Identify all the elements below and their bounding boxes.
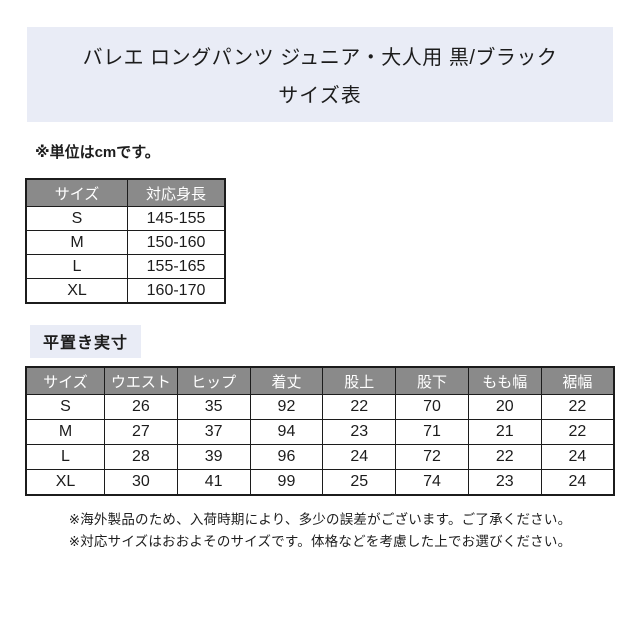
cell-hip: 39 bbox=[176, 444, 251, 470]
table-row: XL 160-170 bbox=[25, 278, 226, 304]
table-header-row: サイズ 対応身長 bbox=[25, 178, 226, 207]
cell-size: XL bbox=[25, 469, 105, 496]
cell-hip: 37 bbox=[176, 419, 251, 445]
table-row: L 28 39 96 24 72 22 24 bbox=[25, 444, 615, 470]
cell-hip: 41 bbox=[176, 469, 251, 496]
cell-rise: 23 bbox=[322, 419, 397, 445]
cell-rise: 25 bbox=[322, 469, 397, 496]
cell-thigh-width: 23 bbox=[467, 469, 542, 496]
column-header-hip: ヒップ bbox=[176, 366, 251, 395]
cell-inseam: 72 bbox=[395, 444, 469, 470]
title-banner: バレエ ロングパンツ ジュニア・大人用 黒/ブラック サイズ表 bbox=[27, 27, 613, 122]
cell-size: L bbox=[25, 444, 105, 470]
table-row: L 155-165 bbox=[25, 254, 226, 279]
cell-hem-width: 22 bbox=[540, 419, 615, 445]
column-header-waist: ウエスト bbox=[104, 366, 178, 395]
cell-length: 94 bbox=[249, 419, 324, 445]
column-header-hem-width: 裾幅 bbox=[540, 366, 615, 395]
cell-size: M bbox=[25, 230, 128, 255]
column-header-inseam: 股下 bbox=[395, 366, 469, 395]
page-title: バレエ ロングパンツ ジュニア・大人用 黒/ブラック bbox=[82, 47, 558, 69]
height-table-body: S 145-155 M 150-160 L 155-165 XL 160-170 bbox=[25, 206, 226, 304]
column-header-height: 対応身長 bbox=[127, 178, 226, 207]
cell-waist: 30 bbox=[104, 469, 178, 496]
cell-size: XL bbox=[25, 278, 128, 304]
section-label-flat-measurements: 平置き実寸 bbox=[30, 325, 142, 358]
cell-hem-width: 24 bbox=[540, 469, 615, 496]
cell-hem-width: 24 bbox=[540, 444, 615, 470]
table-row: XL 30 41 99 25 74 23 24 bbox=[25, 469, 615, 496]
measurement-table: サイズ ウエスト ヒップ 着丈 股上 股下 もも幅 裾幅 S 26 35 92 … bbox=[25, 366, 615, 496]
cell-length: 92 bbox=[249, 394, 324, 420]
footer-notes: ※海外製品のため、入荷時期により、多少の誤差がございます。ご了承ください。 ※対… bbox=[0, 509, 640, 553]
cell-size: M bbox=[25, 419, 105, 445]
table-row: M 27 37 94 23 71 21 22 bbox=[25, 419, 615, 445]
table-row: S 26 35 92 22 70 20 22 bbox=[25, 394, 615, 420]
cell-waist: 28 bbox=[104, 444, 178, 470]
cell-hip: 35 bbox=[176, 394, 251, 420]
cell-height: 160-170 bbox=[127, 278, 226, 304]
cell-rise: 22 bbox=[322, 394, 397, 420]
cell-thigh-width: 21 bbox=[467, 419, 542, 445]
column-header-size: サイズ bbox=[25, 366, 105, 395]
cell-rise: 24 bbox=[322, 444, 397, 470]
cell-size: L bbox=[25, 254, 128, 279]
cell-length: 99 bbox=[249, 469, 324, 496]
cell-height: 150-160 bbox=[127, 230, 226, 255]
column-header-thigh-width: もも幅 bbox=[467, 366, 542, 395]
cell-thigh-width: 20 bbox=[467, 394, 542, 420]
cell-inseam: 70 bbox=[395, 394, 469, 420]
cell-height: 145-155 bbox=[127, 206, 226, 231]
page-subtitle: サイズ表 bbox=[278, 85, 362, 107]
cell-height: 155-165 bbox=[127, 254, 226, 279]
disclaimer-note-sizing: ※対応サイズはおおよそのサイズです。体格などを考慮した上でお選びください。 bbox=[68, 534, 572, 549]
disclaimer-note-import: ※海外製品のため、入荷時期により、多少の誤差がございます。ご了承ください。 bbox=[68, 512, 572, 527]
cell-size: S bbox=[25, 206, 128, 231]
table-row: M 150-160 bbox=[25, 230, 226, 255]
column-header-length: 着丈 bbox=[249, 366, 324, 395]
column-header-rise: 股上 bbox=[322, 366, 397, 395]
table-row: S 145-155 bbox=[25, 206, 226, 231]
measurement-table-body: S 26 35 92 22 70 20 22 M 27 37 94 23 71 … bbox=[25, 394, 615, 496]
cell-inseam: 74 bbox=[395, 469, 469, 496]
cell-size: S bbox=[25, 394, 105, 420]
cell-inseam: 71 bbox=[395, 419, 469, 445]
cell-hem-width: 22 bbox=[540, 394, 615, 420]
cell-length: 96 bbox=[249, 444, 324, 470]
height-table-header: サイズ 対応身長 bbox=[25, 178, 226, 207]
cell-waist: 27 bbox=[104, 419, 178, 445]
cell-waist: 26 bbox=[104, 394, 178, 420]
unit-note: ※単位はcmです。 bbox=[35, 144, 160, 161]
measurement-table-header: サイズ ウエスト ヒップ 着丈 股上 股下 もも幅 裾幅 bbox=[25, 366, 615, 395]
cell-thigh-width: 22 bbox=[467, 444, 542, 470]
table-header-row: サイズ ウエスト ヒップ 着丈 股上 股下 もも幅 裾幅 bbox=[25, 366, 615, 395]
column-header-size: サイズ bbox=[25, 178, 128, 207]
height-size-table: サイズ 対応身長 S 145-155 M 150-160 L 155-165 X… bbox=[25, 178, 226, 304]
